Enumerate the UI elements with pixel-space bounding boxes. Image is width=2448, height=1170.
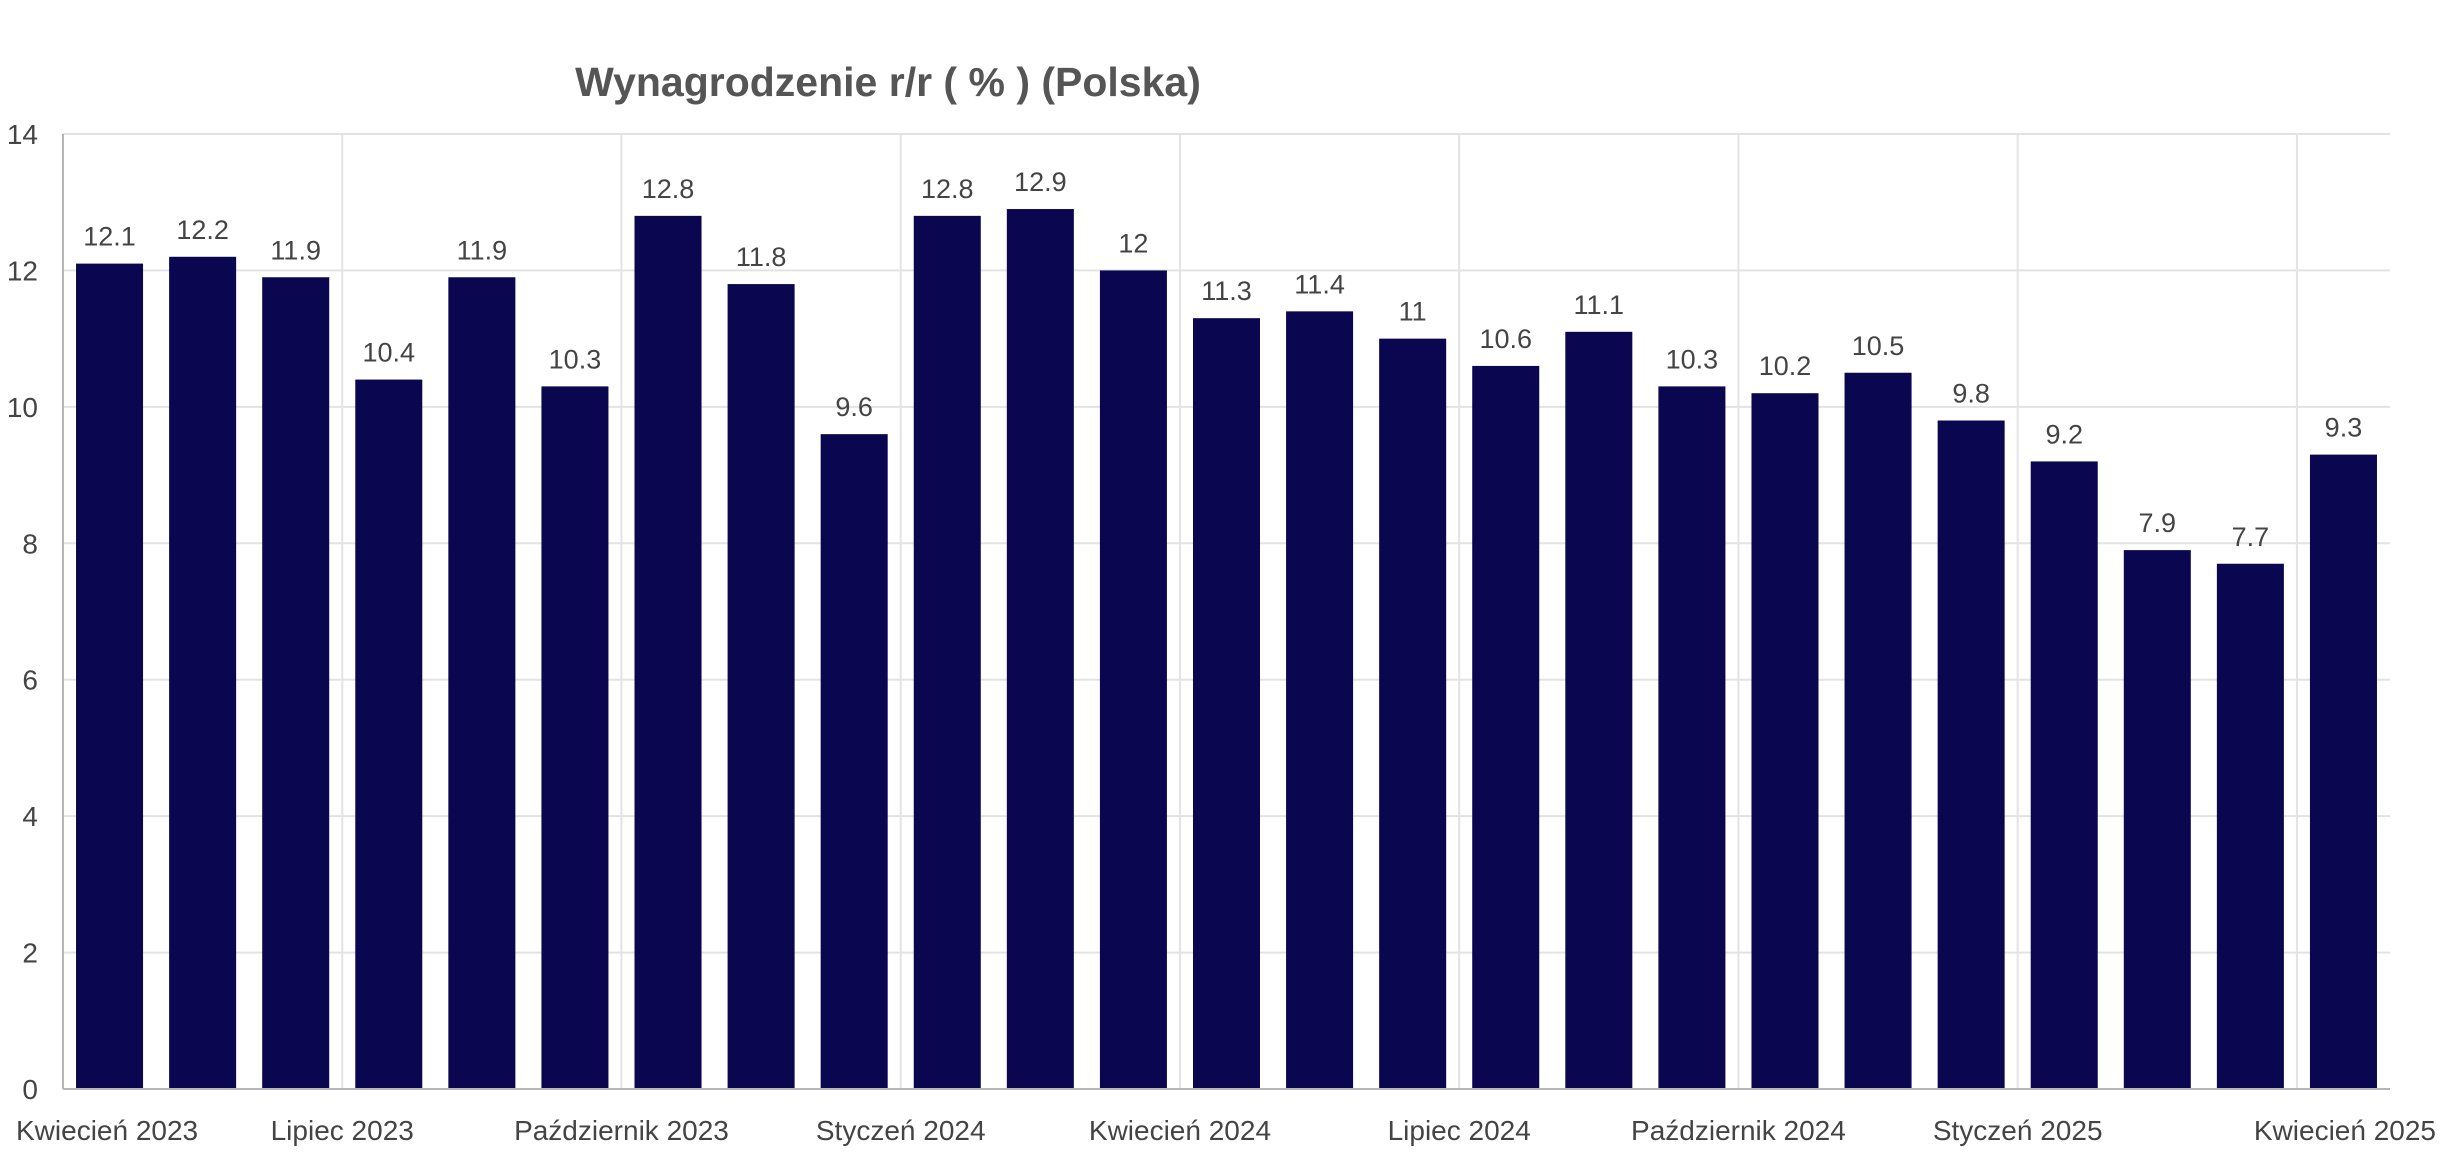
data-label: 11.4 bbox=[1294, 269, 1345, 299]
y-tick-label: 12 bbox=[7, 255, 38, 286]
data-label: 12.2 bbox=[176, 215, 229, 245]
bar[interactable] bbox=[1844, 372, 1912, 1089]
bar[interactable] bbox=[727, 284, 795, 1090]
x-axis-ticks: Kwiecień 2023 Lipiec 2023 Październik 2023… bbox=[16, 1115, 2436, 1146]
bar[interactable] bbox=[76, 263, 144, 1089]
bar[interactable] bbox=[2123, 550, 2191, 1089]
bar[interactable] bbox=[1751, 393, 1819, 1089]
data-label: 12.8 bbox=[921, 174, 974, 204]
bar[interactable] bbox=[1937, 420, 2005, 1090]
bars bbox=[76, 209, 2377, 1090]
y-tick-label: 0 bbox=[22, 1074, 38, 1105]
data-label: 12.9 bbox=[1014, 167, 1067, 197]
bar[interactable] bbox=[1006, 209, 1074, 1090]
bar[interactable] bbox=[1565, 331, 1633, 1090]
bar[interactable] bbox=[2216, 563, 2284, 1089]
y-tick-label: 4 bbox=[22, 801, 38, 832]
bar[interactable] bbox=[1658, 386, 1726, 1090]
bar[interactable] bbox=[448, 277, 516, 1089]
x-tick-label: Lipiec 2024 bbox=[1388, 1115, 1531, 1146]
bar[interactable] bbox=[2030, 461, 2098, 1089]
data-label: 11.9 bbox=[270, 235, 321, 265]
data-labels: 12.1 12.2 11.9 10.4 11.9 10.3 12.8 11.8 9.6 12.8 1… bbox=[83, 167, 2362, 552]
data-label: 11.3 bbox=[1201, 276, 1252, 306]
data-label: 10.2 bbox=[1759, 351, 1812, 381]
data-label: 11 bbox=[1399, 297, 1427, 327]
y-tick-label: 14 bbox=[7, 119, 38, 150]
y-tick-label: 2 bbox=[22, 938, 38, 969]
data-label: 11.1 bbox=[1574, 290, 1625, 320]
bar[interactable] bbox=[262, 277, 330, 1089]
bar[interactable] bbox=[1379, 338, 1447, 1090]
data-label: 12 bbox=[1118, 228, 1148, 258]
data-label: 11.9 bbox=[457, 235, 508, 265]
data-label: 9.6 bbox=[835, 392, 873, 422]
data-label: 11.8 bbox=[736, 242, 787, 272]
x-tick-label: Kwiecień 2024 bbox=[1089, 1115, 1271, 1146]
x-tick-label: Styczeń 2025 bbox=[1933, 1115, 2103, 1146]
y-tick-label: 8 bbox=[22, 528, 38, 559]
bar[interactable] bbox=[541, 386, 609, 1090]
x-tick-label: Kwiecień 2023 bbox=[16, 1115, 198, 1146]
x-tick-label: Kwiecień 2025 bbox=[2254, 1115, 2436, 1146]
data-label: 7.9 bbox=[2139, 508, 2177, 538]
data-label: 12.8 bbox=[642, 174, 695, 204]
bar[interactable] bbox=[1099, 270, 1167, 1089]
data-label: 7.7 bbox=[2232, 522, 2270, 552]
bar[interactable] bbox=[355, 379, 423, 1090]
bar[interactable] bbox=[1192, 318, 1261, 1089]
vertical-grid bbox=[341, 134, 2298, 1089]
data-label: 10.6 bbox=[1479, 324, 1532, 354]
data-label: 10.3 bbox=[1666, 344, 1719, 374]
bar[interactable] bbox=[2309, 454, 2377, 1089]
y-tick-label: 10 bbox=[7, 392, 38, 423]
bar[interactable] bbox=[634, 215, 702, 1089]
data-label: 10.4 bbox=[362, 338, 415, 368]
bar[interactable] bbox=[1472, 365, 1540, 1089]
data-label: 9.2 bbox=[2045, 419, 2083, 449]
bar[interactable] bbox=[820, 434, 888, 1090]
data-label: 9.3 bbox=[2325, 413, 2363, 443]
data-label: 12.1 bbox=[83, 222, 136, 252]
x-tick-label: Październik 2024 bbox=[1631, 1115, 1846, 1146]
data-label: 9.8 bbox=[1952, 379, 1990, 409]
bar[interactable] bbox=[913, 215, 981, 1089]
chart-title: Wynagrodzenie r/r ( % ) (Polska) bbox=[575, 59, 1201, 105]
bar[interactable] bbox=[169, 256, 237, 1089]
data-label: 10.3 bbox=[549, 344, 602, 374]
y-axis-ticks: 0 2 4 6 8 10 12 14 bbox=[7, 119, 38, 1105]
y-tick-label: 6 bbox=[22, 665, 38, 696]
x-tick-label: Październik 2023 bbox=[514, 1115, 729, 1146]
x-tick-label: Lipiec 2023 bbox=[271, 1115, 414, 1146]
x-tick-label: Styczeń 2024 bbox=[816, 1115, 986, 1146]
data-label: 10.5 bbox=[1852, 331, 1905, 361]
bar[interactable] bbox=[1286, 311, 1354, 1089]
